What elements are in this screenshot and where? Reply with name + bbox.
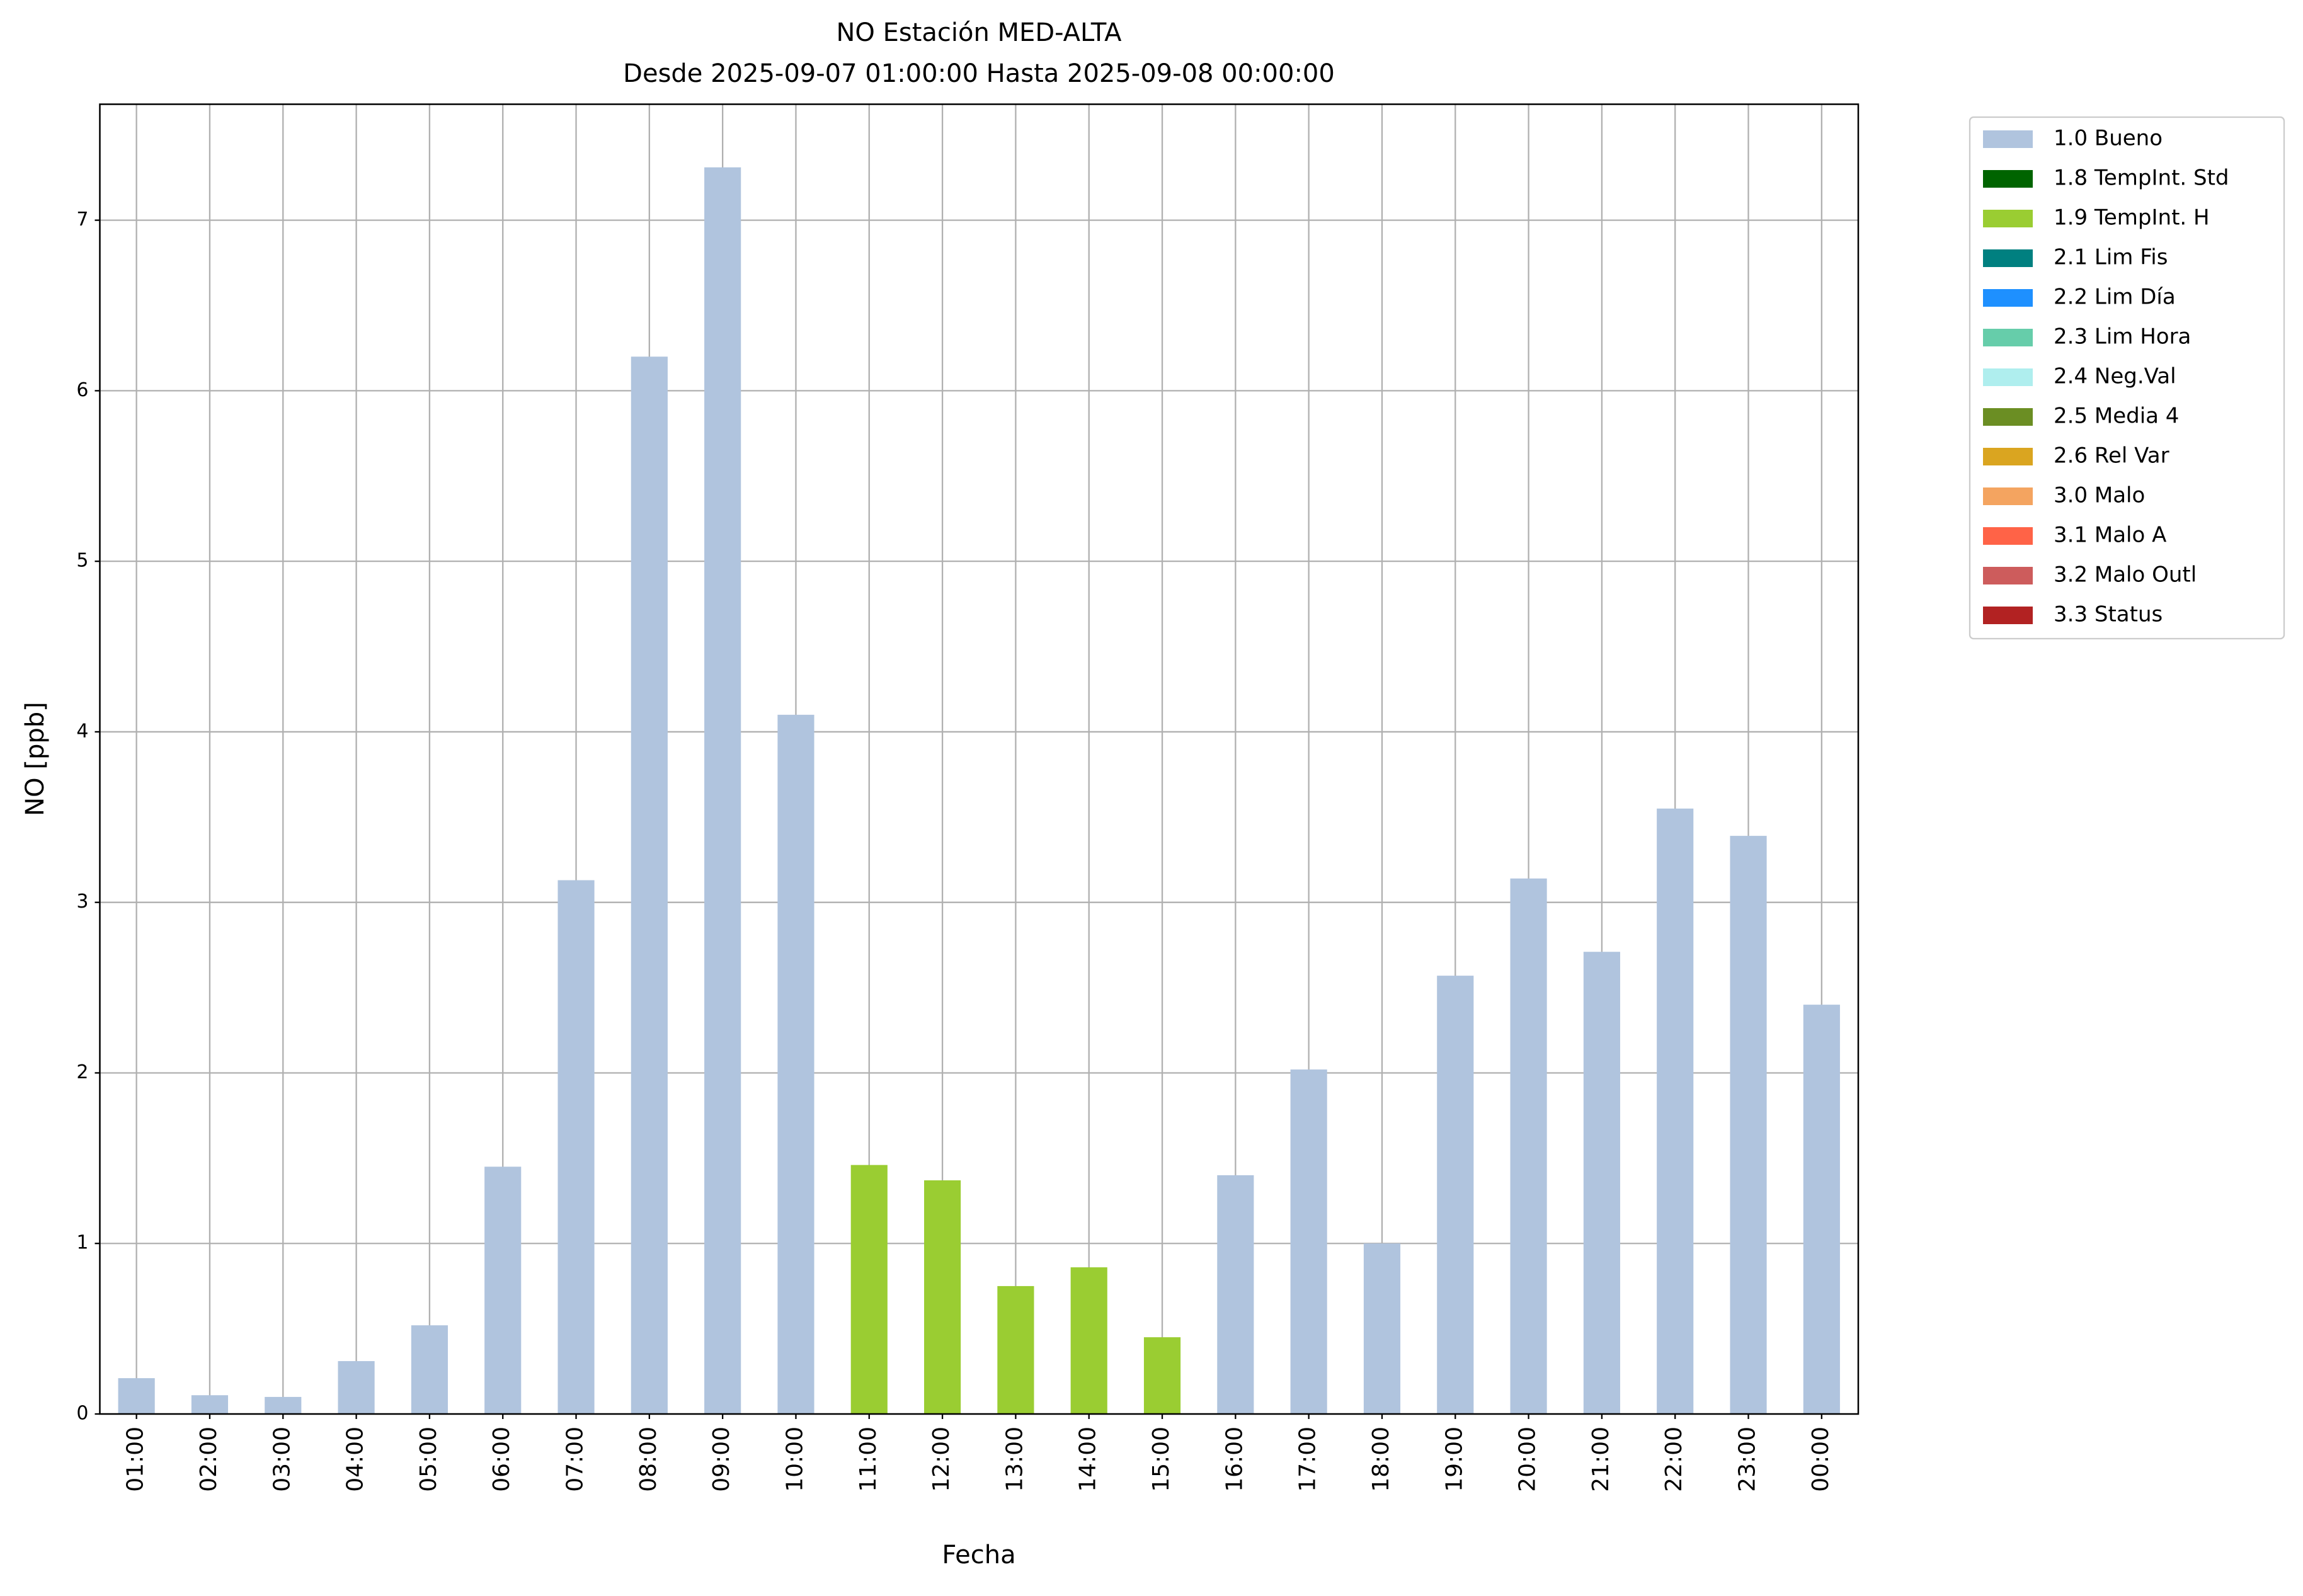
x-tick-label: 04:00 (343, 1427, 369, 1492)
legend-label: 1.9 TempInt. H (2054, 205, 2210, 231)
y-tick-label: 2 (76, 1061, 88, 1083)
bar (1803, 1005, 1840, 1414)
legend-swatch (1983, 249, 2033, 267)
legend-label: 3.2 Malo Outl (2054, 562, 2197, 588)
x-tick-label: 16:00 (1221, 1427, 1247, 1492)
y-axis-label: NO [ppb] (21, 702, 50, 816)
x-tick-label: 00:00 (1808, 1427, 1834, 1492)
x-tick-label: 08:00 (636, 1427, 661, 1492)
bar (1583, 952, 1620, 1414)
bar (265, 1396, 302, 1414)
x-tick-label: 14:00 (1075, 1427, 1101, 1492)
legend-swatch (1983, 527, 2033, 545)
x-tick-label: 15:00 (1148, 1427, 1174, 1492)
x-tick-label: 20:00 (1515, 1427, 1541, 1492)
bar (191, 1395, 229, 1414)
legend-label: 2.6 Rel Var (2054, 443, 2169, 469)
legend-swatch (1983, 567, 2033, 584)
x-tick-label: 05:00 (416, 1427, 442, 1492)
bar (997, 1285, 1034, 1414)
axes: 0 1 2 3 4 5 6 7 01:00 02:00 03:00 04:00 05:00 06:00 07… (76, 103, 1860, 1492)
y-tick-label: 7 (76, 208, 88, 231)
bar (484, 1166, 522, 1414)
bar (850, 1165, 888, 1414)
legend-label: 3.0 Malo (2054, 483, 2145, 508)
legend-swatch (1983, 130, 2033, 148)
legend-label: 1.0 Bueno (2054, 126, 2163, 151)
legend-swatch (1983, 210, 2033, 227)
bar (411, 1325, 448, 1414)
bar (338, 1361, 375, 1414)
x-tick-label: 01:00 (123, 1427, 149, 1492)
legend-swatch (1983, 329, 2033, 346)
legend-label: 2.1 Lim Fis (2054, 245, 2168, 270)
legend-label: 2.3 Lim Hora (2054, 324, 2191, 350)
legend-swatch (1983, 487, 2033, 505)
bar (1437, 976, 1474, 1414)
x-tick-label: 21:00 (1588, 1427, 1614, 1492)
bar (1070, 1267, 1107, 1414)
bar (1290, 1069, 1327, 1414)
bar (1730, 836, 1767, 1414)
legend-label: 2.5 Media 4 (2054, 404, 2179, 429)
y-tick-label: 4 (76, 720, 88, 742)
y-tick-label: 5 (76, 550, 88, 572)
chart-subtitle: Desde 2025-09-07 01:00:00 Hasta 2025-09-… (623, 59, 1335, 88)
bar (1217, 1175, 1254, 1414)
x-tick-label: 23:00 (1735, 1427, 1761, 1492)
legend-swatch (1983, 289, 2033, 307)
legend-label: 3.3 Status (2054, 602, 2163, 627)
legend-swatch (1983, 607, 2033, 624)
legend-swatch (1983, 408, 2033, 426)
x-tick-label: 19:00 (1441, 1427, 1467, 1492)
legend-box (1969, 116, 2285, 640)
y-tick-label: 3 (76, 891, 88, 913)
x-tick-label: 18:00 (1368, 1427, 1394, 1492)
bar (1143, 1337, 1181, 1414)
x-tick-label: 17:00 (1295, 1427, 1321, 1492)
legend-swatch (1983, 448, 2033, 465)
legend-label: 3.1 Malo A (2054, 523, 2166, 548)
x-tick-label: 13:00 (1002, 1427, 1027, 1492)
y-tick-label: 1 (76, 1232, 88, 1254)
legend-swatch (1983, 368, 2033, 386)
x-tick-label: 07:00 (563, 1427, 588, 1492)
x-axis-label: Fecha (942, 1541, 1015, 1570)
bar (1510, 878, 1547, 1414)
x-tick-label: 03:00 (269, 1427, 295, 1492)
chart-title: NO Estación MED-ALTA (836, 18, 1122, 47)
x-tick-label: 06:00 (489, 1427, 515, 1492)
legend-swatch (1983, 170, 2033, 188)
x-tick-label: 12:00 (929, 1427, 954, 1492)
bar (704, 167, 741, 1415)
bar (557, 880, 595, 1414)
bars (118, 167, 1840, 1415)
plot-frame (99, 103, 1860, 1415)
legend-label: 1.8 TempInt. Std (2054, 166, 2229, 191)
x-tick-label: 02:00 (196, 1427, 222, 1492)
legend: 1.0 Bueno 1.8 TempInt. Std 1.9 TempInt. H 2… (1983, 126, 2229, 627)
legend-label: 2.2 Lim Día (2054, 285, 2176, 310)
bar (118, 1378, 155, 1414)
y-tick-label: 0 (76, 1403, 88, 1425)
bar (1657, 808, 1694, 1414)
legend-label: 2.4 Neg.Val (2054, 364, 2176, 389)
x-tick-label: 11:00 (855, 1427, 881, 1492)
x-tick-label: 22:00 (1661, 1427, 1687, 1492)
y-tick-label: 6 (76, 379, 88, 401)
bar (1363, 1243, 1401, 1414)
bar (924, 1180, 961, 1414)
bar (777, 714, 814, 1414)
bar (631, 356, 668, 1414)
x-tick-label: 09:00 (709, 1427, 734, 1492)
x-tick-label: 10:00 (782, 1427, 808, 1492)
